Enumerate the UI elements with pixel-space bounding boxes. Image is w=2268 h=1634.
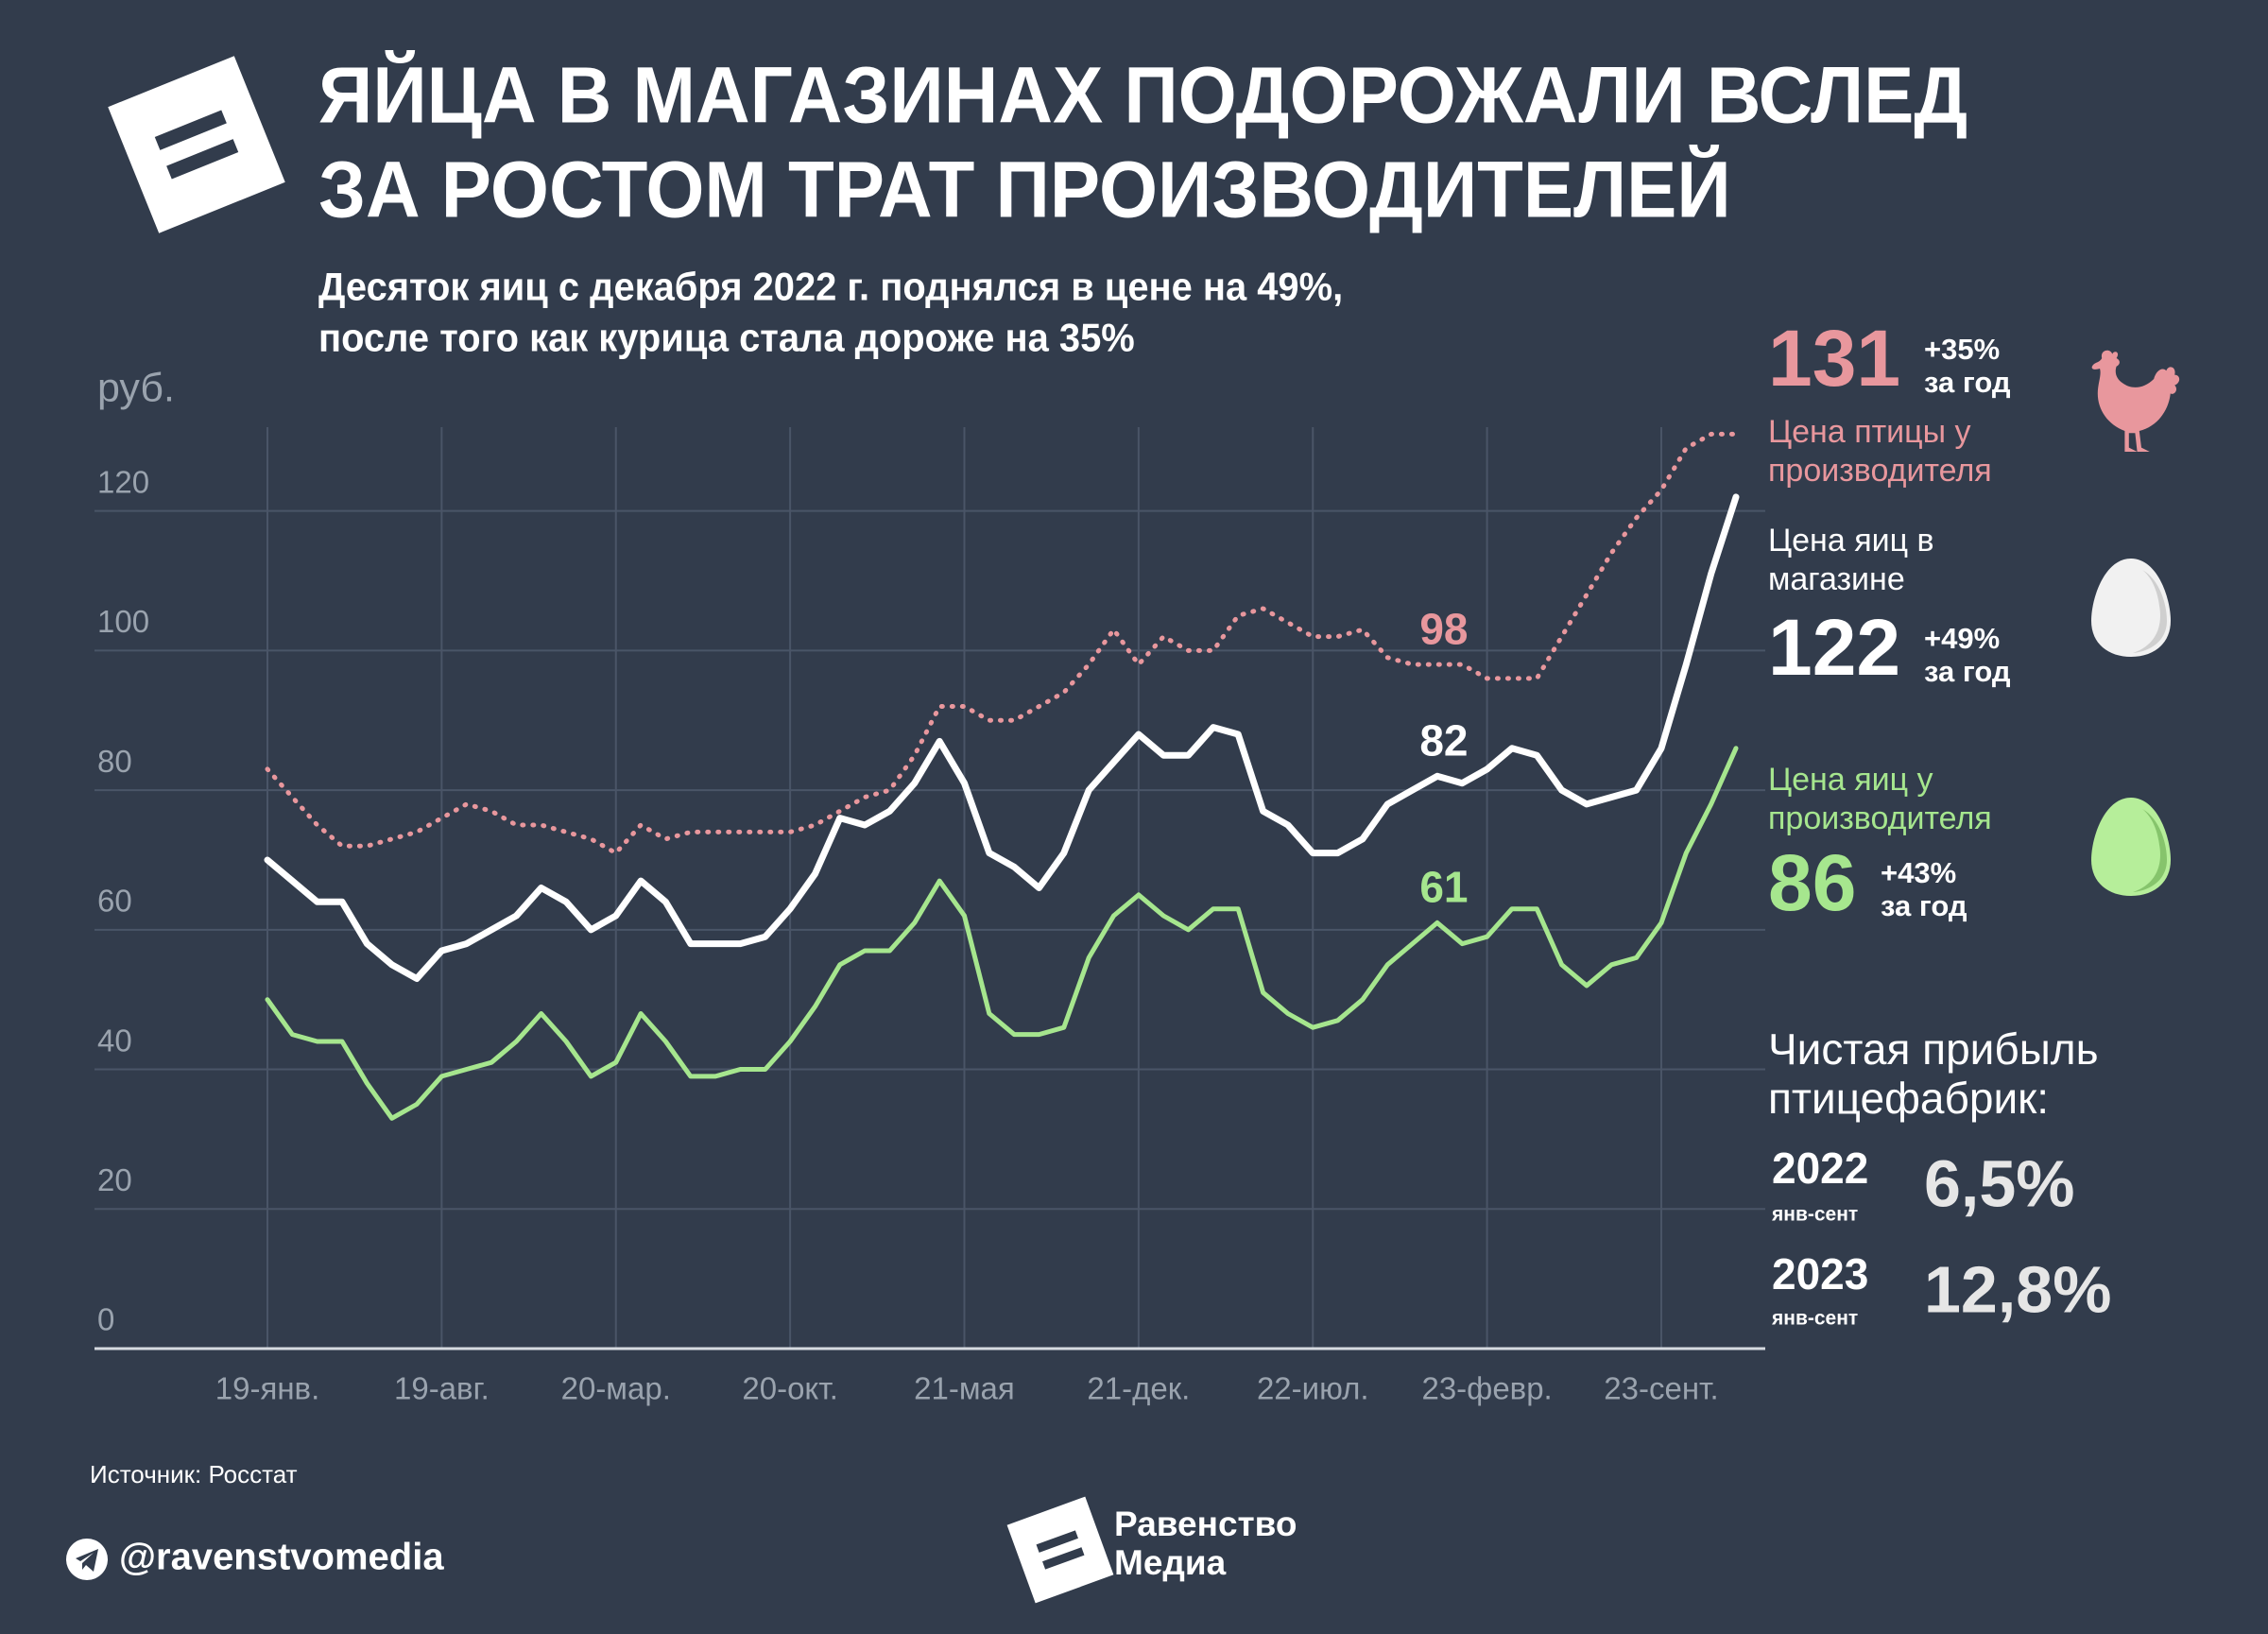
brand-name: Равенство Медиа [1114,1505,1297,1582]
period: за год [1881,889,1967,922]
change: +43% [1881,856,1956,889]
chicken-icon [2091,350,2180,452]
profit-year: 2022 [1772,1144,1868,1193]
profit-title: Чистая прибыль птицефабрик: [1768,1024,2099,1123]
profit-year: 2023 [1772,1249,1868,1299]
profit-value: 6,5% [1924,1146,2075,1220]
source: Источник: Росстат [90,1460,298,1488]
x-tick-label: 20-мар. [561,1371,671,1406]
series-line [265,431,1739,856]
telegram-icon [66,1539,108,1580]
y-tick-label: 40 [97,1023,132,1058]
logo [108,56,285,233]
change: +49% [1924,622,2000,655]
series-line [265,746,1739,1121]
x-tick-label: 23-сент. [1604,1371,1718,1406]
legend-entry: Цена яиц у производителя [1768,762,1992,836]
social-handle: @ravenstvomedia [119,1537,444,1578]
plot: 19-янв. 19-авг. 20-мар. 20-окт. 21-мая 21-дек… [94,427,1765,1406]
profit-period: янв-сент [1771,1204,1858,1226]
period: за год [1924,366,2011,399]
series-line [264,493,1740,982]
y-tick-label: 80 [97,744,132,779]
change: +35% [1924,333,2000,366]
legend-entry: Цена яиц в магазине [1768,523,1934,597]
x-tick-label: 19-авг. [394,1371,490,1406]
y-tick-label: 120 [97,464,149,499]
y-tick-label: 60 [97,884,132,919]
x-tick-label: 20-окт. [742,1371,837,1406]
x-tick-label: 21-мая [914,1371,1015,1406]
last-value: 86 [1768,838,1856,927]
last-value: 131 [1768,314,1900,403]
x-tick-label: 23-февр. [1421,1371,1552,1406]
data-label: 61 [1419,863,1468,912]
profit-value: 12,8% [1924,1252,2111,1326]
chart-subtitle: Десяток яиц с декабря 2022 г. поднялся в… [318,264,1343,359]
profit-panel: Чистая прибыль птицефабрик: 2022 янв-сент… [1768,1024,2111,1329]
x-tick-label: 21-дек. [1087,1371,1190,1406]
chart-title: ЯЙЦА В МАГАЗИНАХ ПОДОРОЖАЛИ ВСЛЕД ЗА РОСТ… [318,50,1967,233]
x-tick-label: 19-янв. [215,1371,320,1406]
period: за год [1924,655,2011,688]
x-tick-label: 22-июл. [1257,1371,1369,1406]
data-label: 98 [1419,604,1468,653]
profit-period: янв-сент [1771,1308,1858,1330]
brand-logo [1006,1496,1114,1604]
egg-icon [2091,798,2171,896]
egg-icon [2091,559,2171,657]
last-value: 122 [1768,603,1900,692]
data-label: 82 [1419,715,1468,765]
y-tick-label: 0 [97,1302,114,1337]
y-tick-label: 100 [97,604,149,639]
side-panel: 131 +35% за год Цена птицы у производител… [1768,314,2180,927]
y-unit: руб. [97,365,175,410]
y-tick-label: 20 [97,1162,132,1197]
legend-entry: Цена птицы у производителя [1768,414,1992,489]
